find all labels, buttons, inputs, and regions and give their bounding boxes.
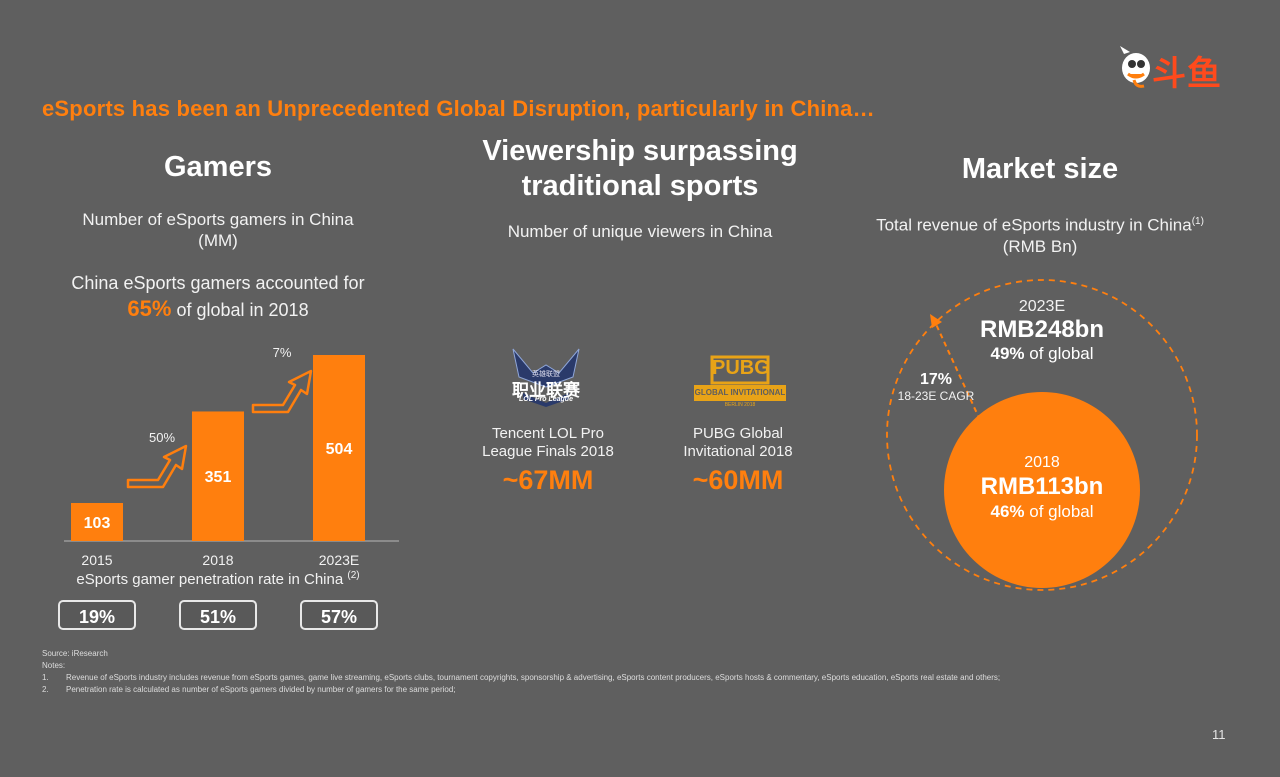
market-2018-text: 2018 RMB113bn 46% of global — [942, 454, 1142, 522]
lol-logo-sub: LOL Pro League — [519, 396, 573, 403]
event-pubg: PUBG Global Invitational 2018 ~60MM — [658, 425, 818, 496]
cagr-value: 17% — [919, 371, 953, 388]
page-number: 11 — [1212, 727, 1226, 742]
market-subtitle-line1: Total revenue of eSports industry in Chi… — [876, 215, 1192, 235]
event-pubg-value: ~60MM — [692, 465, 784, 495]
note-1: 1. Revenue of eSports industry includes r… — [42, 672, 1242, 684]
pubg-logo-small: BERLIN 2018 — [724, 402, 756, 408]
event-pubg-name-line2: Invitational 2018 — [683, 443, 793, 460]
bar-2018 — [192, 411, 244, 541]
gamers-bar-chart: 50% 7% 103 2015 351 2018 504 2023E — [64, 345, 399, 568]
bar-value-label: 103 — [84, 515, 111, 532]
bar-value-label: 351 — [205, 469, 232, 486]
market-2023e-text: 2023E RMB248bn 49% of global — [942, 298, 1142, 364]
cagr-label: 18-23E CAGR — [897, 389, 975, 403]
x-tick-label: 2018 — [202, 552, 233, 568]
market-2023e-circle — [886, 279, 1198, 591]
market-inner-pct-line: 46% of global — [942, 502, 1142, 522]
gamers-callout-rest: of global in 2018 — [171, 300, 309, 320]
penetration-2018: 51% — [179, 600, 257, 630]
market-outer-value: RMB248bn — [979, 316, 1105, 343]
growth-arrow-2 — [251, 369, 313, 414]
gamers-callout: China eSports gamers accounted for 65% o… — [38, 270, 398, 323]
x-tick-label: 2015 — [81, 552, 112, 568]
lol-logo-main: 职业联赛 — [512, 381, 580, 401]
event-lol-name-line2: League Finals 2018 — [482, 443, 614, 460]
event-pubg-name-line1: PUBG Global — [692, 425, 784, 442]
lol-logo-top: 英雄联盟 — [532, 371, 560, 378]
market-subtitle-line2: (RMB Bn) — [1002, 236, 1078, 256]
event-lol-value: ~67MM — [502, 465, 594, 495]
notes-label: Notes: — [42, 661, 66, 670]
viewership-title: Viewership surpassing traditional sports — [440, 134, 840, 204]
penetration-title-text: eSports gamer penetration rate in China — [76, 571, 344, 588]
lol-wings-icon — [512, 348, 580, 407]
x-tick-label: 2023E — [319, 552, 359, 568]
market-outer-pct: 49% — [990, 344, 1025, 363]
gamers-subtitle: Number of eSports gamers in China (MM) — [38, 209, 398, 251]
note-2-text: Penetration rate is calculated as number… — [66, 685, 456, 694]
event-lol: Tencent LOL Pro League Finals 2018 ~67MM — [468, 425, 628, 496]
penetration-2023e: 57% — [300, 600, 378, 630]
pubg-global-invitational-logo: PUBG GLOBAL INVITATIONAL BERLIN 2018 — [692, 355, 788, 411]
source-note: Source: iResearch — [42, 649, 108, 658]
bar-2015 — [71, 502, 123, 541]
cagr-text: 17% 18-23E CAGR — [886, 371, 986, 403]
market-inner-pct-suffix: of global — [1024, 502, 1094, 521]
market-subtitle: Total revenue of eSports industry in Chi… — [840, 211, 1240, 257]
douyu-logo: 斗鱼 — [1114, 44, 1238, 94]
gamers-subtitle-line1: Number of eSports gamers in China — [82, 210, 354, 229]
bar-value-label: 504 — [326, 441, 353, 458]
growth-label-1: 50% — [149, 430, 175, 445]
gamers-callout-pct: 65% — [127, 296, 172, 321]
market-subtitle-line1-wrap: Total revenue of eSports industry in Chi… — [840, 211, 1240, 236]
pubg-badge-icon — [694, 355, 786, 401]
footnotes: Source: iResearch Notes: 1. Revenue of eS… — [42, 648, 1242, 696]
market-inner-year: 2018 — [1024, 454, 1060, 471]
market-subtitle-note: (1) — [1191, 216, 1204, 227]
market-circles — [886, 279, 1198, 591]
bar-2023E — [313, 355, 365, 541]
note-1-text: Revenue of eSports industry includes rev… — [66, 673, 1001, 682]
market-outer-year: 2023E — [1018, 298, 1066, 315]
market-2018-circle — [944, 392, 1140, 588]
cagr-arrow-head-icon — [930, 314, 942, 328]
penetration-title: eSports gamer penetration rate in China … — [38, 570, 398, 588]
market-inner-pct: 46% — [990, 502, 1025, 521]
gamers-callout-line2: 65% of global in 2018 — [38, 296, 398, 323]
event-lol-name-line1: Tencent LOL Pro — [491, 425, 604, 442]
growth-arrow-1 — [126, 444, 188, 489]
logo-text: 斗鱼 — [1152, 54, 1222, 94]
market-outer-pct-suffix: of global — [1024, 344, 1094, 363]
gamers-callout-line1: China eSports gamers accounted for — [71, 273, 365, 293]
viewership-title-line2: traditional sports — [521, 170, 759, 202]
gamers-subtitle-line2: (MM) — [198, 231, 238, 250]
market-outer-pct-line: 49% of global — [942, 344, 1142, 364]
page-headline: eSports has been an Unprecedented Global… — [42, 96, 875, 121]
viewership-subtitle: Number of unique viewers in China — [507, 222, 773, 241]
growth-label-2: 7% — [273, 345, 292, 360]
market-title: Market size — [961, 153, 1119, 185]
gamers-title: Gamers — [163, 151, 272, 183]
market-inner-value: RMB113bn — [980, 473, 1104, 500]
note-1-num: 1. — [42, 673, 49, 682]
pubg-logo-sub: GLOBAL INVITATIONAL — [694, 388, 786, 397]
penetration-note-ref: (2) — [347, 570, 360, 581]
fish-mascot-icon — [1120, 46, 1150, 88]
note-2-num: 2. — [42, 685, 49, 694]
lol-pro-league-logo: 英雄联盟 职业联赛 LOL Pro League — [503, 343, 589, 409]
viewership-title-line1: Viewership surpassing — [482, 135, 798, 167]
note-2: 2. Penetration rate is calculated as numb… — [42, 684, 1242, 696]
pubg-logo-main: PUBG — [712, 357, 770, 379]
penetration-2015: 19% — [58, 600, 136, 630]
